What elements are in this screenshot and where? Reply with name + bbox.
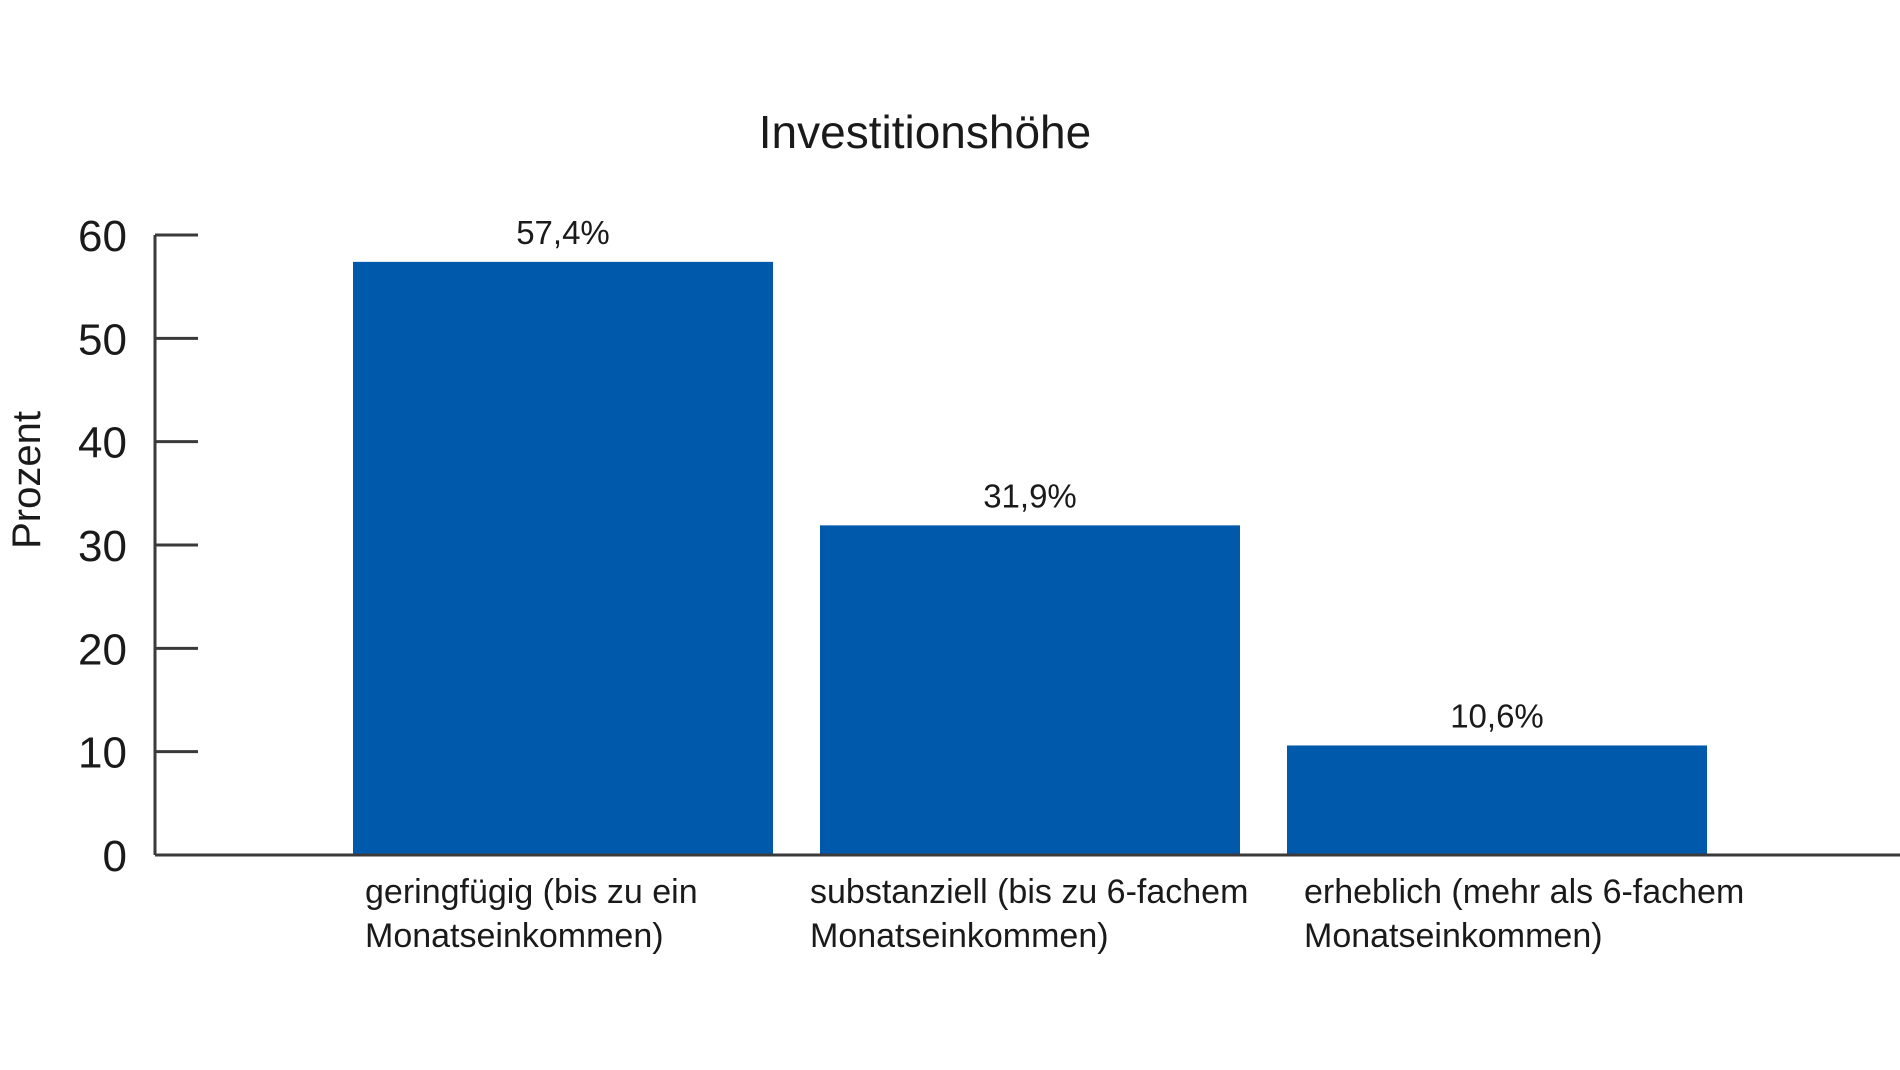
y-tick-label: 0 — [103, 832, 127, 881]
x-category-label: geringfügig (bis zu ein — [365, 873, 698, 911]
chart-title: Investitionshöhe — [759, 106, 1091, 158]
y-tick-label: 60 — [78, 212, 127, 261]
bar — [820, 525, 1240, 855]
bars-layer — [353, 261, 1707, 855]
category-labels-layer: geringfügig (bis zu ein Monatseinkommen) s… — [365, 873, 1744, 955]
x-category-label: Monatseinkommen) — [1304, 917, 1603, 955]
bar-value-label: 10,6% — [1450, 697, 1544, 734]
y-axis-label: Prozent — [5, 411, 49, 549]
x-category-label: erheblich (mehr als 6-fachem — [1304, 873, 1744, 911]
y-axis: 0 10 20 30 40 50 60 — [78, 212, 198, 881]
x-category-label: Monatseinkommen) — [365, 917, 664, 955]
value-labels-layer: 57,4% 31,9% 10,6% — [516, 214, 1544, 735]
bar-value-label: 57,4% — [516, 214, 610, 251]
y-tick-label: 10 — [78, 729, 127, 778]
bar — [1287, 745, 1707, 855]
y-tick-label: 40 — [78, 419, 127, 468]
y-tick-label: 20 — [78, 625, 127, 674]
y-tick-label: 50 — [78, 315, 127, 364]
y-tick-label: 30 — [78, 522, 127, 571]
bar — [353, 261, 773, 855]
x-category-label: Monatseinkommen) — [810, 917, 1109, 955]
bar-value-label: 31,9% — [983, 477, 1077, 514]
x-category-label: substanziell (bis zu 6-fachem — [810, 873, 1248, 911]
